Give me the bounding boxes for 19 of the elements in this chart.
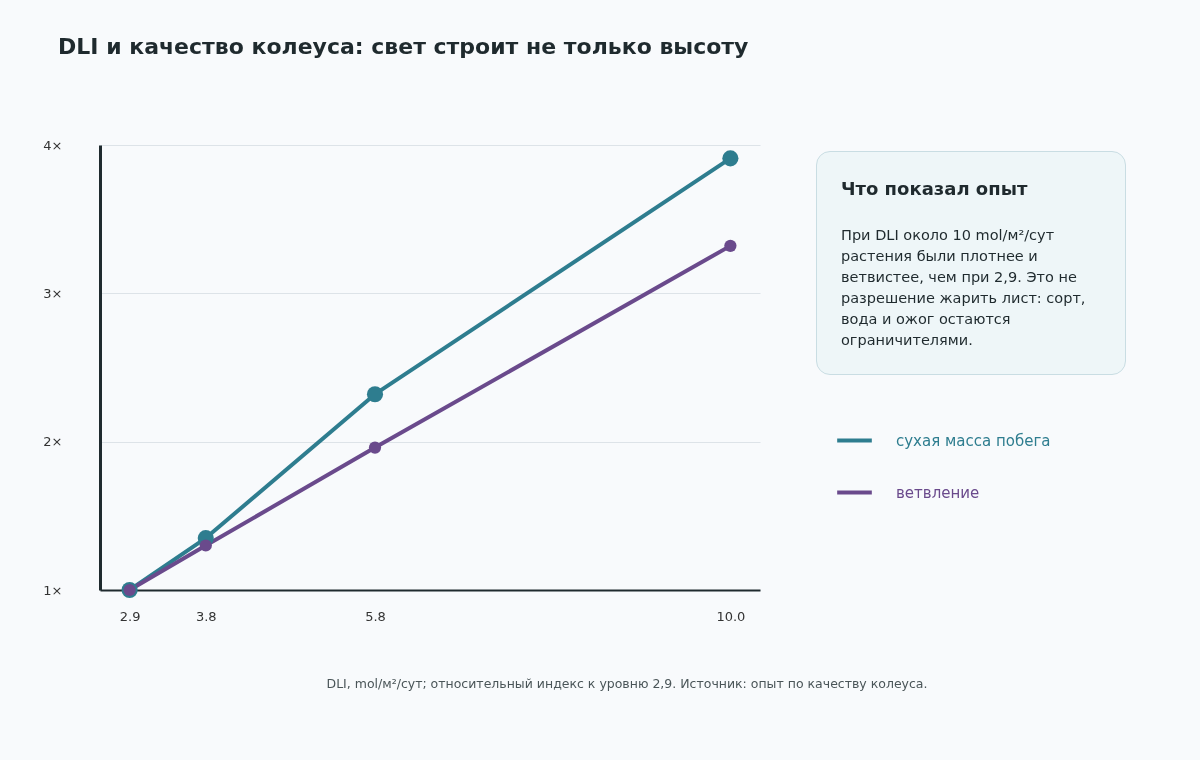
point: [199, 539, 212, 552]
x-tick-label: 3.8: [195, 608, 217, 624]
legend-label: сухая масса побега: [896, 431, 1051, 450]
x-tick-label: 5.8: [365, 608, 386, 624]
x-tick-label: 2.9: [119, 608, 141, 624]
point: [722, 150, 739, 167]
y-tick-label: 1×: [43, 582, 63, 598]
y-tick-label: 4×: [43, 137, 63, 153]
text: Что показал опыт: [841, 178, 1029, 199]
point: [366, 386, 384, 403]
x-tick-label: 10.0: [716, 608, 746, 624]
legend-label: ветвление: [896, 483, 980, 502]
point: [368, 441, 382, 454]
y-tick-label: 2×: [43, 434, 63, 450]
chart-title: DLI и качество колеуса: свет строит не только высоту: [58, 34, 749, 59]
text: DLI, mol/м²/сут; относительный индекс к уровню 2,9. Источник: опыт по качеству колеуса.: [325, 676, 929, 691]
text: При DLI около 10 mol/м²/сут растения были плотнее и ветвистее, чем при 2,9. Это не разрешение жарить лист: сорт, вода и ожог остаются ограничителями.: [841, 226, 1087, 350]
y-tick-label: 3×: [43, 285, 63, 301]
point: [724, 239, 737, 252]
